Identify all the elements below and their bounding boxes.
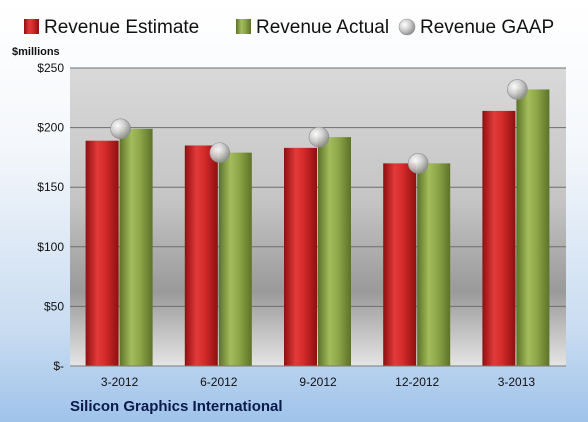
x-tick-label: 12-2012 xyxy=(395,375,439,389)
y-tick-label: $50 xyxy=(44,299,64,313)
marker-revenue-gaap xyxy=(407,153,429,174)
legend: Revenue Estimate Revenue Actual Revenue … xyxy=(24,17,554,38)
x-tick-label: 9-2012 xyxy=(299,375,337,389)
company-name: Silicon Graphics International xyxy=(70,398,283,415)
x-axis-ticks: 3-2012 6-2012 9-2012 12-2012 3-2013 xyxy=(101,375,535,389)
legend-item-revenue-actual: Revenue Actual xyxy=(236,17,389,38)
bar-revenue-estimate xyxy=(383,163,417,366)
legend-swatch-revenue-estimate xyxy=(24,19,39,34)
legend-item-revenue-estimate: Revenue Estimate xyxy=(24,17,199,38)
bar-revenue-actual xyxy=(417,163,451,366)
legend-item-revenue-gaap: Revenue GAAP xyxy=(398,17,554,38)
bar-revenue-actual xyxy=(516,89,550,367)
marker-revenue-gaap xyxy=(507,79,528,100)
bar-revenue-actual xyxy=(318,137,351,366)
marker-revenue-gaap xyxy=(209,142,231,163)
bar-revenue-actual xyxy=(218,152,252,366)
bar-revenue-estimate xyxy=(85,140,119,366)
legend-label-revenue-estimate: Revenue Estimate xyxy=(44,17,199,38)
legend-marker-revenue-gaap xyxy=(398,18,416,36)
y-tick-label: $200 xyxy=(37,121,64,135)
y-axis-unit-label: $millions xyxy=(12,46,60,58)
bar-revenue-actual xyxy=(119,128,153,366)
bar-revenue-estimate xyxy=(284,147,317,366)
marker-revenue-gaap xyxy=(308,126,330,148)
y-tick-label: $100 xyxy=(37,240,64,254)
legend-label-revenue-gaap: Revenue GAAP xyxy=(420,17,554,38)
y-axis-ticks: $- $50 $100 $150 $200 $250 xyxy=(37,61,64,373)
y-tick-label: $150 xyxy=(37,180,64,194)
gaap-markers xyxy=(110,79,528,174)
x-tick-label: 3-2012 xyxy=(101,375,139,389)
y-tick-label: $- xyxy=(53,359,64,373)
x-tick-label: 6-2012 xyxy=(200,375,238,389)
marker-revenue-gaap xyxy=(110,118,131,140)
legend-swatch-revenue-actual xyxy=(236,19,251,34)
y-tick-label: $250 xyxy=(37,61,64,75)
bar-revenue-estimate xyxy=(184,145,218,366)
legend-label-revenue-actual: Revenue Actual xyxy=(256,17,389,38)
x-tick-label: 3-2013 xyxy=(498,375,536,389)
bar-revenue-estimate xyxy=(482,110,516,366)
bars xyxy=(85,89,550,367)
